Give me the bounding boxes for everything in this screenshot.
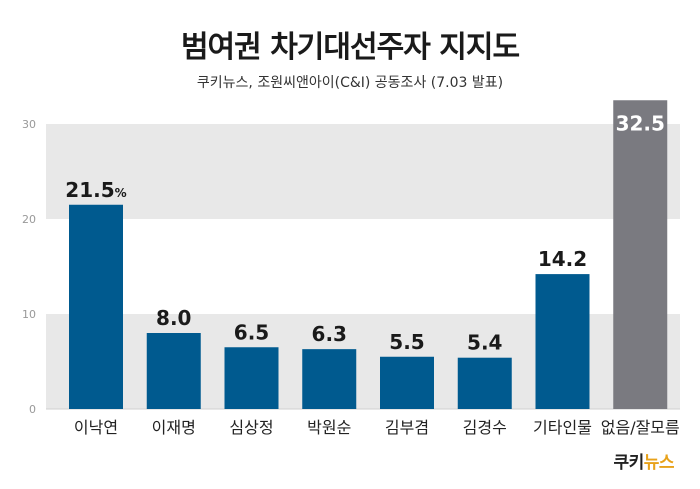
bar (146, 333, 201, 409)
y-tick-label: 10 (22, 308, 36, 321)
category-label: 기타인물 (533, 418, 592, 437)
bar (535, 274, 590, 409)
kuki-news-logo: 쿠키뉴스 (613, 448, 674, 473)
bar (380, 356, 434, 409)
data-label: 6.3 (312, 322, 347, 346)
category-label: 이재명 (152, 418, 196, 437)
category-label: 심상정 (229, 418, 273, 437)
category-label: 김경수 (463, 418, 507, 437)
logo-part-1: 쿠키 (613, 453, 644, 473)
y-tick-label: 20 (22, 213, 36, 226)
y-tick-label: 30 (22, 118, 36, 131)
data-label: 6.5 (234, 320, 269, 344)
category-label: 이낙연 (74, 418, 118, 437)
category-label: 없음/잘모름 (601, 418, 680, 437)
data-label: 5.4 (467, 331, 502, 355)
category-label: 김부겸 (385, 418, 429, 437)
data-label: 14.2 (538, 247, 587, 271)
data-label: 8.0 (156, 306, 191, 330)
data-label: 32.5 (616, 111, 665, 135)
bar (457, 357, 512, 409)
chart-title: 범여권 차기대선주자 지지도 (180, 30, 520, 65)
category-label: 박원순 (307, 418, 351, 437)
bar (302, 349, 357, 409)
grid-band (46, 124, 680, 219)
data-label: 5.5 (389, 330, 424, 354)
bar (613, 100, 668, 409)
y-tick-label: 0 (29, 403, 36, 416)
bar (224, 347, 279, 409)
bar (69, 204, 123, 409)
logo-part-2: 뉴스 (643, 453, 675, 473)
unit-label: % (115, 186, 127, 200)
chart-subtitle: 쿠키뉴스, 조원씨앤아이(C&I) 공동조사 (7.03 발표) (196, 75, 504, 91)
